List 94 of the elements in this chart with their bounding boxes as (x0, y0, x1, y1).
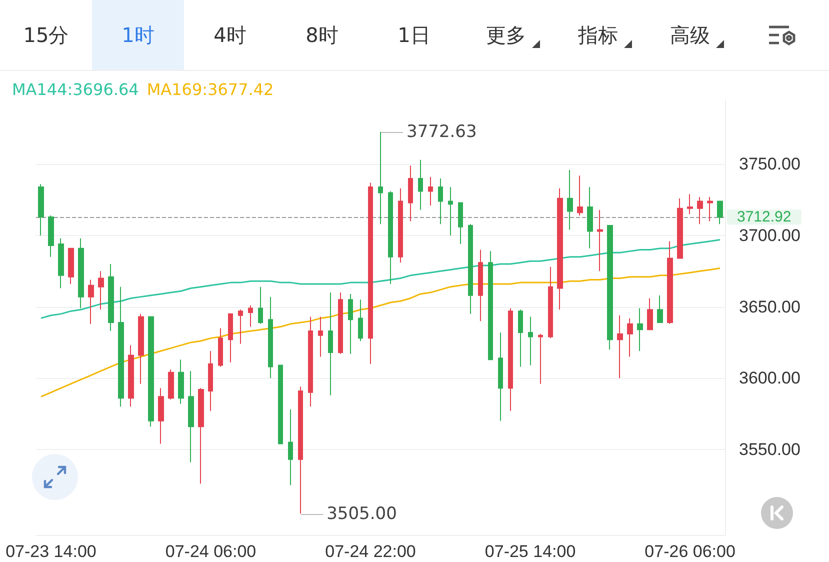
text: 8时 (304, 22, 340, 49)
annotation: 3772.63 (380, 120, 477, 143)
candlestick (178, 359, 184, 404)
candlestick (288, 408, 293, 486)
candlestick (697, 196, 703, 225)
candlestick (587, 186, 593, 249)
candlestick (278, 364, 283, 444)
candlestick (637, 308, 643, 352)
candlestick (78, 238, 84, 309)
candlestick (108, 264, 114, 332)
candlestick (438, 178, 443, 225)
line-series (40, 239, 721, 319)
candlestick (577, 175, 583, 216)
candlestick (368, 182, 373, 364)
annotation: 3505.00 (300, 502, 397, 525)
candlestick (657, 294, 663, 323)
text: MA169:3677.42 (146, 80, 274, 99)
candlestick (198, 388, 204, 484)
candlestick (548, 266, 553, 339)
candlestick (567, 169, 573, 230)
candlestick (138, 313, 144, 384)
candlestick (398, 188, 403, 264)
ref-line-label: 3712.92 (737, 208, 792, 226)
candlestick (518, 309, 523, 368)
candlestick (717, 200, 723, 225)
candlestick (388, 190, 393, 284)
candlestick (248, 304, 253, 328)
candlestick (667, 240, 673, 324)
text: 1时 (92, 0, 184, 70)
text: 1日 (396, 22, 432, 49)
candlestick (557, 188, 563, 310)
y-tick-label: 3650.00 (739, 297, 800, 316)
candlestick (617, 314, 623, 379)
candlestick (158, 388, 164, 444)
candlestick (168, 369, 174, 400)
candlestick (98, 270, 104, 310)
x-tick-label: 07-23 14:00 (6, 542, 96, 561)
candlestick (218, 328, 223, 368)
text: 指标 (577, 22, 619, 49)
y-tick-label: 3550.00 (739, 440, 800, 459)
candlestick (687, 194, 693, 215)
candlestick (647, 298, 653, 330)
candlestick (597, 209, 603, 272)
candlestick (528, 316, 533, 366)
candlestick (498, 332, 503, 422)
candlestick (677, 198, 683, 259)
line-series (40, 268, 721, 398)
candlestick (318, 316, 323, 358)
candlestick (58, 238, 64, 289)
candlestick (508, 308, 513, 412)
y-tick-label: 3600.00 (739, 368, 800, 388)
candlestick (128, 344, 134, 408)
x-tick-label: 07-25 14:00 (484, 542, 576, 561)
candlestick (208, 350, 213, 412)
candlestick (458, 202, 463, 245)
text: 15分 (22, 22, 70, 49)
candlestick (328, 292, 333, 396)
text: MA144:3696.64 (12, 80, 139, 99)
candlestick (48, 215, 54, 258)
candlestick (408, 165, 413, 222)
candlestick (268, 296, 273, 379)
text: 高级 (669, 22, 711, 49)
y-tick-label: 3700.00 (739, 226, 800, 245)
candlestick (627, 318, 633, 358)
x-tick-label: 07-24 22:00 (325, 542, 416, 561)
text: 更多 (485, 22, 527, 49)
candlestick (38, 184, 44, 236)
candlestick (358, 299, 363, 342)
candlestick (428, 176, 433, 206)
text: 4时 (212, 22, 248, 49)
candlestick (488, 250, 493, 360)
candlestick (707, 196, 713, 222)
candlestick (118, 286, 124, 408)
y-tick-label: 3750.00 (739, 154, 800, 174)
candlestick (338, 292, 343, 354)
candlestick (68, 248, 74, 284)
candlestick (607, 225, 613, 350)
x-tick-label: 07-24 06:00 (165, 542, 256, 561)
candlestick (468, 224, 473, 314)
candlestick (348, 293, 353, 354)
candlestick (88, 279, 94, 324)
candlestick (228, 313, 233, 363)
candlestick (258, 286, 263, 324)
candlestick (188, 370, 194, 463)
candlestick (418, 159, 423, 210)
candlestick (238, 309, 243, 344)
candlestick (448, 186, 453, 236)
candlestick (148, 316, 154, 428)
candlestick (298, 386, 303, 514)
candlestick (378, 131, 383, 225)
candlestick (308, 316, 313, 408)
x-tick-label: 07-26 06:00 (644, 542, 736, 561)
candlestick (478, 249, 483, 322)
candlestick (538, 333, 543, 384)
